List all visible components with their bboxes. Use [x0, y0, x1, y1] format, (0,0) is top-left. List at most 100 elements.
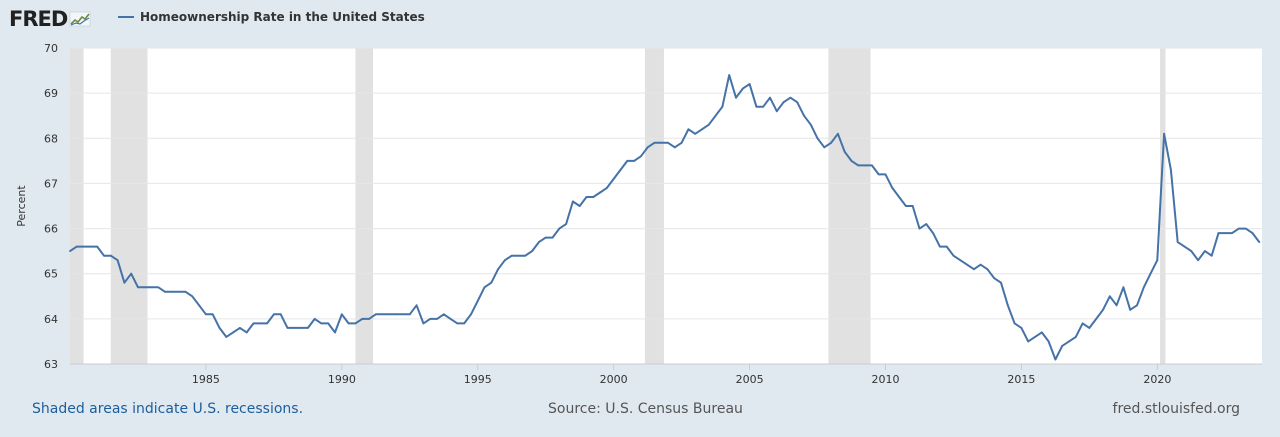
x-tick-label: 2015	[1007, 373, 1035, 386]
data-point	[531, 250, 533, 253]
x-tick-label: 2010	[872, 373, 900, 386]
data-point	[599, 191, 601, 194]
data-point	[952, 254, 955, 257]
data-point	[1217, 232, 1220, 235]
data-point	[748, 83, 751, 85]
data-point	[470, 313, 472, 316]
data-point	[504, 259, 506, 262]
data-point	[524, 254, 527, 257]
recession-band	[355, 48, 374, 364]
data-point	[463, 322, 466, 325]
data-point	[1074, 336, 1077, 338]
data-point	[476, 299, 479, 302]
data-point	[687, 128, 690, 131]
data-point	[340, 313, 343, 316]
data-point	[1244, 227, 1247, 230]
data-point	[252, 322, 255, 325]
data-point	[1034, 336, 1036, 338]
y-tick-label: 66	[44, 223, 58, 236]
x-tick-label: 1990	[328, 373, 356, 386]
data-point	[694, 132, 697, 135]
data-point	[388, 313, 391, 316]
data-point	[232, 331, 235, 334]
recession-band	[110, 48, 148, 364]
data-point	[239, 327, 241, 329]
data-point	[483, 286, 486, 289]
data-point	[300, 327, 302, 329]
data-point	[612, 178, 615, 180]
data-point	[918, 227, 921, 230]
data-point	[442, 313, 445, 316]
data-point	[973, 268, 975, 271]
data-point	[1149, 272, 1152, 275]
data-point	[374, 313, 377, 316]
data-point	[714, 114, 717, 117]
fred-logo[interactable]: FRED	[9, 7, 93, 31]
data-point	[320, 322, 323, 325]
data-point	[497, 268, 499, 271]
data-point	[864, 164, 866, 167]
data-point	[198, 304, 201, 307]
data-point	[1183, 245, 1186, 248]
data-point	[69, 250, 71, 253]
data-point	[89, 245, 92, 248]
data-point	[578, 205, 581, 207]
x-tick-label: 2000	[600, 373, 628, 386]
data-point	[877, 173, 880, 176]
y-tick-label: 70	[44, 42, 58, 55]
recession-note: Shaded areas indicate U.S. recessions.	[32, 401, 304, 417]
data-point	[293, 327, 296, 329]
data-point	[755, 105, 758, 108]
data-point	[1170, 169, 1172, 171]
data-point	[116, 259, 119, 262]
data-point	[422, 322, 425, 325]
data-point	[259, 322, 262, 325]
data-point	[735, 96, 737, 99]
data-point	[436, 318, 438, 320]
data-point	[1047, 340, 1050, 343]
data-point	[334, 331, 336, 334]
data-point	[925, 223, 928, 226]
data-point	[979, 263, 982, 266]
data-point	[843, 150, 846, 153]
data-point	[211, 313, 214, 316]
data-point	[1231, 232, 1233, 235]
data-point	[1020, 327, 1023, 329]
data-point	[1102, 308, 1104, 311]
y-axis-label: Percent	[15, 185, 28, 227]
data-point	[415, 304, 418, 307]
data-point	[986, 268, 989, 271]
data-point	[911, 205, 914, 207]
data-point	[1204, 250, 1206, 253]
site-link[interactable]: fred.stlouisfed.org	[1112, 401, 1240, 417]
data-point	[1258, 241, 1261, 244]
data-point	[857, 164, 860, 167]
data-point	[75, 245, 78, 248]
data-point	[830, 141, 832, 144]
recession-band	[828, 48, 871, 364]
data-point	[850, 160, 853, 162]
recession-band	[1160, 48, 1166, 364]
data-point	[1163, 132, 1165, 135]
data-point	[884, 173, 887, 176]
data-point	[1054, 358, 1057, 361]
data-point	[823, 146, 826, 149]
data-point	[959, 259, 962, 262]
data-point	[633, 160, 635, 162]
data-point	[640, 155, 642, 158]
x-tick-label: 2020	[1143, 373, 1171, 386]
recession-band	[644, 48, 664, 364]
data-point	[354, 322, 357, 325]
data-point	[701, 128, 703, 131]
data-point	[96, 245, 99, 248]
source-note: Source: U.S. Census Bureau	[548, 401, 743, 417]
x-tick-label: 1985	[192, 373, 220, 386]
data-point	[707, 123, 710, 126]
fred-logo-text: FRED	[9, 7, 68, 31]
data-point	[191, 295, 194, 298]
data-point	[891, 187, 894, 189]
data-point	[510, 254, 513, 257]
data-point	[789, 96, 792, 99]
data-point	[782, 101, 785, 104]
